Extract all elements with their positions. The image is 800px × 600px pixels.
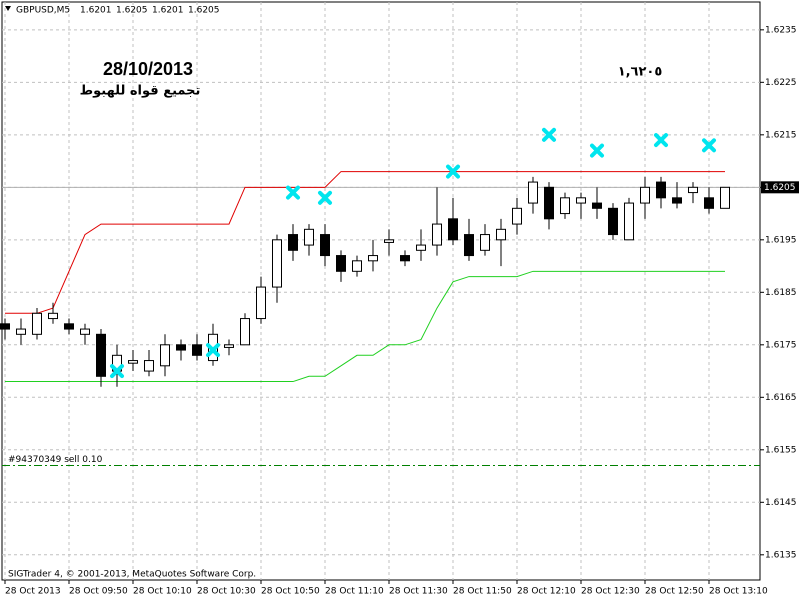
candle-body: [192, 344, 202, 356]
candle-body: [480, 234, 490, 251]
current-price-box: [761, 181, 799, 194]
candle-body: [320, 234, 330, 257]
order-label: #94370349 sell 0.10: [8, 455, 103, 465]
candle-body: [592, 202, 602, 209]
x-tick-label: 28 Oct 12:50: [645, 587, 704, 597]
footer: SIGTrader 4, © 2001-2013, MetaQuotes Sof…: [8, 570, 256, 580]
annotation-price: ١,٦٢٠٥: [618, 65, 663, 80]
candle-body: [608, 207, 618, 236]
y-tick-label: 1.6195: [765, 235, 797, 245]
y-tick-label: 1.6135: [765, 550, 797, 560]
candle-body: [176, 344, 186, 351]
signal-mark: [318, 190, 332, 205]
candle-body: [560, 197, 570, 215]
x-tick-label: 28 Oct 10:50: [261, 587, 320, 597]
signal-mark: [702, 138, 716, 153]
y-tick-label: 1.6215: [765, 130, 797, 140]
candle-body: [688, 186, 698, 194]
candle-body: [496, 228, 506, 241]
candle-body: [672, 197, 682, 204]
candle-body: [448, 218, 458, 241]
header-arrow: [5, 6, 11, 11]
annotation-date: 28/10/2013: [103, 59, 193, 79]
candle-body: [624, 202, 634, 241]
signal-mark: [206, 343, 220, 358]
header-price: 1.6201: [80, 6, 112, 16]
y-tick-label: 1.6145: [765, 498, 797, 508]
x-tick-label: 28 Oct 12:10: [517, 587, 576, 597]
candle-body: [240, 318, 250, 346]
y-tick-label: 1.6155: [765, 445, 797, 455]
candle-body: [160, 344, 170, 367]
y-tick-label: 1.6165: [765, 393, 797, 403]
candle-body: [400, 255, 410, 262]
candle-body: [272, 239, 282, 288]
candle-body: [416, 244, 426, 251]
candle-body: [656, 181, 666, 199]
candle-body: [352, 260, 362, 272]
signal-mark: [446, 164, 460, 179]
candle-body: [528, 181, 538, 204]
x-tick-label: 28 Oct 09:50: [69, 587, 128, 597]
candle-body: [544, 186, 554, 220]
candle-body: [128, 360, 138, 364]
current-price-label: 1.6205: [764, 183, 796, 193]
candle-body: [304, 228, 314, 246]
signal-mark: [110, 364, 124, 379]
candle-body: [464, 234, 474, 257]
candle-body: [144, 360, 154, 372]
indicator-line: [5, 171, 725, 314]
candle-body: [432, 223, 442, 246]
x-tick-label: 28 Oct 10:30: [197, 587, 256, 597]
y-tick-label: 1.6235: [765, 25, 797, 35]
candle-body: [96, 333, 106, 377]
candle-body: [48, 312, 58, 320]
annotation-arabic: تجميع قواه للهبوط: [80, 84, 201, 99]
plot-frame: [1, 1, 761, 581]
candle-body: [720, 186, 730, 209]
header-price: 1.6201: [152, 6, 184, 16]
signal-mark: [542, 127, 556, 142]
x-tick-label: 28 Oct 11:10: [325, 587, 384, 597]
candle-body: [224, 344, 234, 348]
x-tick-label: 28 Oct 13:10: [709, 587, 768, 597]
candle-body: [64, 323, 74, 330]
indicator-line: [5, 270, 725, 383]
candle-body: [368, 255, 378, 262]
signal-mark: [286, 185, 300, 200]
candle-body: [576, 197, 586, 204]
candle-body: [256, 286, 266, 320]
candle-body: [704, 197, 714, 209]
candle-body: [0, 323, 10, 330]
header-price: 1.6205: [116, 6, 148, 16]
x-tick-label: 28 Oct 11:50: [453, 587, 512, 597]
signal-mark: [654, 133, 668, 148]
candle-body: [288, 234, 298, 251]
signal-mark: [590, 143, 604, 158]
y-tick-label: 1.6185: [765, 288, 797, 298]
x-tick-label: 28 Oct 12:30: [581, 587, 640, 597]
y-tick-label: 1.6225: [765, 78, 797, 88]
x-tick-label: 28 Oct 10:10: [133, 587, 192, 597]
candle-body: [640, 186, 650, 204]
candle-body: [512, 207, 522, 225]
y-tick-label: 1.6175: [765, 340, 797, 350]
x-tick-label: 28 Oct 2013: [5, 587, 61, 597]
candle-body: [336, 255, 346, 272]
candle-body: [32, 312, 42, 335]
candle-body: [384, 239, 394, 243]
header-price: 1.6205: [188, 6, 220, 16]
symbol: GBPUSD,M5: [16, 6, 70, 16]
candle-body: [16, 328, 26, 335]
candle-body: [80, 328, 90, 335]
x-tick-label: 28 Oct 11:30: [389, 587, 448, 597]
